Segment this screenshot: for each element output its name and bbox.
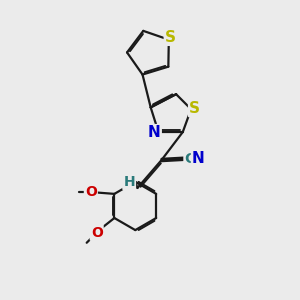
Text: O: O (85, 185, 97, 200)
Text: S: S (189, 101, 200, 116)
Text: N: N (148, 125, 161, 140)
Text: H: H (123, 175, 135, 189)
Text: O: O (91, 226, 103, 240)
Text: N: N (192, 151, 205, 166)
Text: C: C (184, 152, 195, 166)
Text: S: S (165, 30, 176, 45)
